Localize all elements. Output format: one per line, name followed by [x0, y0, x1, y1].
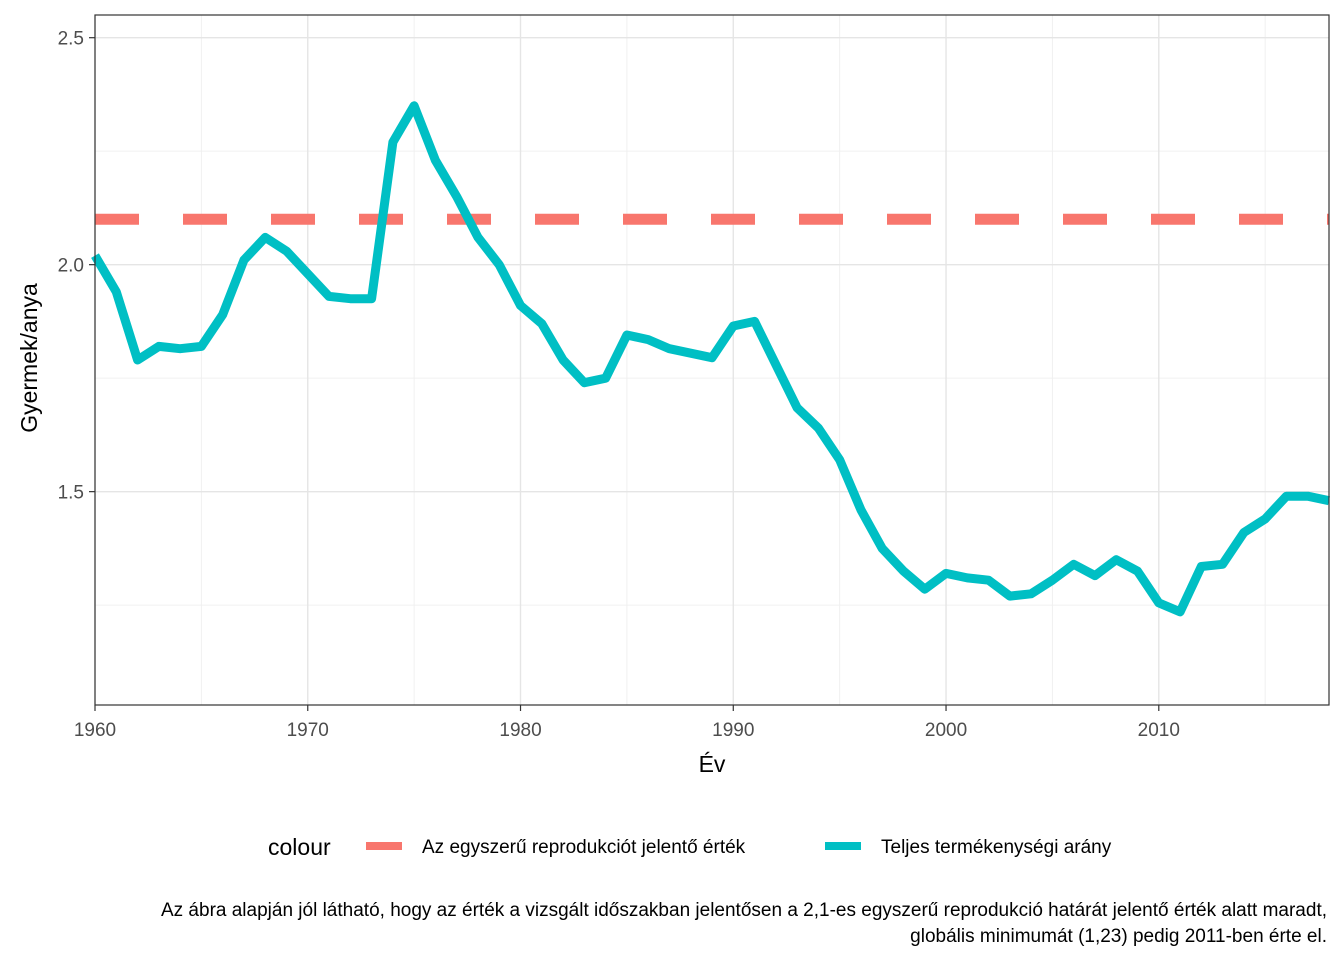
caption-line-2: globális minimumát (1,23) pedig 2011-ben… — [910, 926, 1327, 947]
legend: colour Az egyszerű reprodukciót jelentő … — [268, 834, 1112, 860]
x-tick-label: 2000 — [925, 720, 967, 741]
y-tick-label: 1.5 — [58, 483, 84, 504]
y-tick-label: 2.0 — [58, 256, 84, 277]
grid-lines — [94, 15, 1329, 705]
x-axis-title: Év — [699, 751, 726, 777]
caption-line-1: Az ábra alapján jól látható, hogy az ért… — [161, 900, 1327, 921]
series-layer — [91, 101, 1330, 617]
axis-ticks: 1960 1970 1980 1990 2000 2010 1.5 2.0 2.5 — [58, 29, 1180, 741]
legend-label-tfr: Teljes termékenységi arány — [881, 837, 1112, 858]
y-tick-label: 2.5 — [58, 29, 84, 50]
x-tick-label: 1960 — [74, 720, 116, 741]
series-line-tfr — [91, 101, 1330, 617]
legend-title: colour — [268, 834, 331, 860]
x-tick-label: 1980 — [499, 720, 541, 741]
legend-label-reproduction: Az egyszerű reprodukciót jelentő érték — [422, 837, 746, 858]
panel-border — [94, 14, 1330, 706]
y-axis-title: Gyermek/anya — [16, 283, 42, 433]
x-tick-label: 2010 — [1138, 720, 1180, 741]
x-tick-label: 1990 — [712, 720, 754, 741]
x-tick-label: 1970 — [287, 720, 329, 741]
